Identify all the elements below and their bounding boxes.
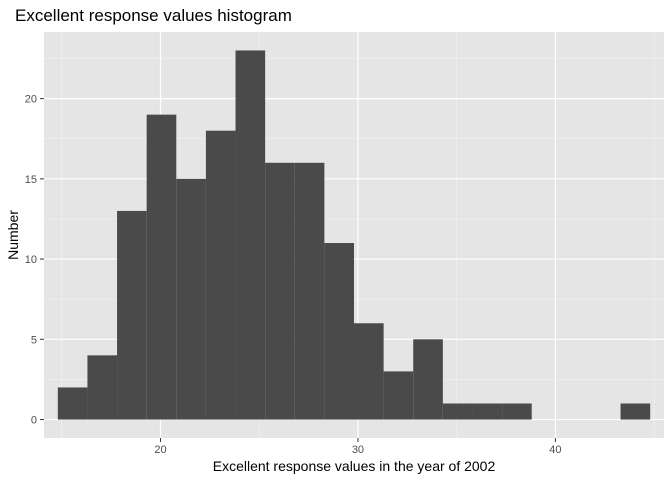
y-tick-label: 10: [25, 254, 37, 266]
histogram-bar: [502, 403, 532, 420]
histogram-bar: [413, 339, 443, 420]
histogram-bar: [294, 162, 325, 420]
bars: [57, 50, 651, 420]
y-tick-label: 5: [31, 334, 37, 346]
histogram-bar: [176, 178, 206, 420]
x-axis-label: Excellent response values in the year of…: [213, 458, 496, 474]
histogram-bar: [265, 162, 295, 420]
histogram-bar: [354, 323, 384, 420]
histogram-bar: [472, 403, 503, 420]
histogram-bar: [620, 403, 651, 420]
axis-ticks: [40, 98, 556, 442]
histogram-bar: [146, 114, 177, 420]
y-tick-label: 20: [25, 94, 37, 106]
chart-title: Excellent response values histogram: [15, 6, 292, 25]
histogram-bar: [87, 355, 118, 420]
y-tick-label: 15: [25, 174, 37, 186]
histogram-bar: [205, 130, 236, 420]
x-tick-label: 30: [352, 444, 364, 456]
histogram-bar: [235, 50, 266, 420]
y-axis-label: Number: [5, 210, 21, 260]
x-tick-label: 40: [549, 444, 561, 456]
y-tick-label: 0: [31, 415, 37, 427]
x-tick-label: 20: [154, 444, 166, 456]
histogram-bar: [117, 210, 147, 420]
histogram-bar: [57, 387, 88, 420]
tick-labels: 20 30 40 0 5 10 15 20: [25, 94, 562, 456]
histogram-bar: [324, 243, 354, 420]
histogram-bar: [442, 403, 473, 420]
histogram-bar: [383, 371, 414, 420]
